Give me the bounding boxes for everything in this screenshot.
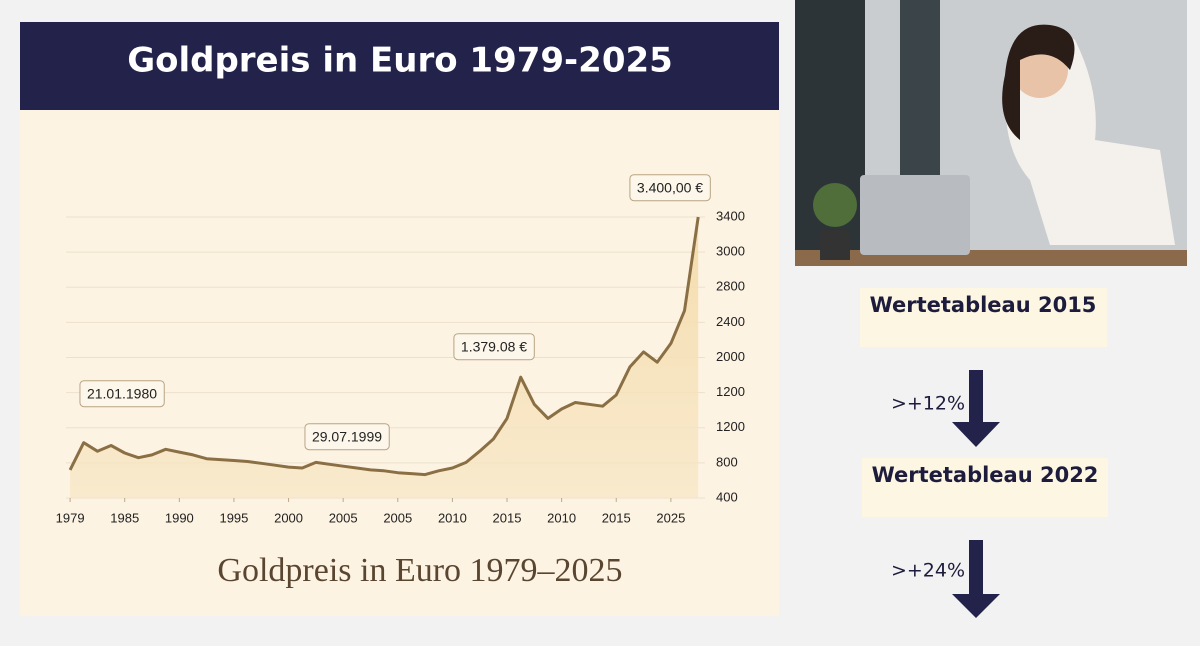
y-tick-label: 2800 bbox=[716, 279, 745, 294]
desk bbox=[795, 250, 1187, 266]
sidebar: Wertetableau 2015 >+12% Wertetableau 202… bbox=[860, 288, 1108, 618]
y-tick-label: 400 bbox=[716, 489, 738, 504]
laptop bbox=[860, 175, 970, 255]
x-tick-label: 2005 bbox=[383, 510, 412, 525]
annotation-box bbox=[304, 423, 390, 451]
step-box bbox=[860, 288, 1107, 347]
x-tick-label: 1985 bbox=[110, 510, 139, 525]
x-tick-label: 2015 bbox=[602, 510, 631, 525]
plot: 400 800 1200 1200 2000 2400 2800 3000 3400 1979 19… bbox=[56, 208, 745, 525]
plant bbox=[813, 183, 857, 227]
step-label: Wertetableau 2022 bbox=[872, 463, 1099, 487]
x-tick-label: 2010 bbox=[547, 510, 576, 525]
annotation-box bbox=[79, 380, 165, 408]
y-tick-label: 800 bbox=[716, 454, 738, 469]
x-tick-label: 1995 bbox=[219, 510, 248, 525]
header-bar bbox=[20, 22, 779, 110]
annotations: 3.400,00 € 1.379.08 € 21.01.1980 29.07.1… bbox=[79, 174, 711, 451]
y-tick-label: 3400 bbox=[716, 208, 745, 223]
y-tick-label: 3000 bbox=[716, 244, 745, 259]
photo bbox=[795, 0, 1187, 266]
x-tick-label: 1979 bbox=[56, 510, 85, 525]
x-tick-label: 2015 bbox=[493, 510, 522, 525]
chart-title: Goldpreis in Euro 1979-2025 bbox=[127, 41, 673, 81]
change-label: >+12% bbox=[891, 393, 965, 415]
annotation: 3.400,00 € bbox=[637, 180, 703, 196]
step-box bbox=[862, 458, 1108, 517]
annotation: 29.07.1999 bbox=[312, 429, 382, 445]
arrow bbox=[952, 370, 1000, 447]
x-tick-label: 2025 bbox=[656, 510, 685, 525]
y-tick-label: 1200 bbox=[716, 384, 745, 399]
x-tick-label: 2005 bbox=[329, 510, 358, 525]
x-tick-label: 2000 bbox=[274, 510, 303, 525]
change-label: >+24% bbox=[891, 560, 965, 582]
annotation: 21.01.1980 bbox=[87, 386, 157, 402]
chart-panel bbox=[20, 22, 779, 616]
step-label: Wertetableau 2015 bbox=[870, 293, 1097, 317]
plant-pot bbox=[820, 230, 850, 260]
annotation-box bbox=[629, 174, 711, 202]
annotation: 1.379.08 € bbox=[461, 339, 527, 355]
arrow bbox=[952, 540, 1000, 618]
area bbox=[70, 217, 699, 498]
y-tick-label: 2400 bbox=[716, 314, 745, 329]
price-line bbox=[68, 216, 700, 477]
chart-subtitle: Goldpreis in Euro 1979–2025 bbox=[217, 552, 622, 589]
y-tick-label: 2000 bbox=[716, 349, 745, 364]
annotation-box bbox=[453, 333, 535, 361]
y-tick-label: 1200 bbox=[716, 419, 745, 434]
x-tick-label: 2010 bbox=[438, 510, 467, 525]
hair bbox=[1002, 24, 1075, 141]
x-tick-label: 1990 bbox=[165, 510, 194, 525]
